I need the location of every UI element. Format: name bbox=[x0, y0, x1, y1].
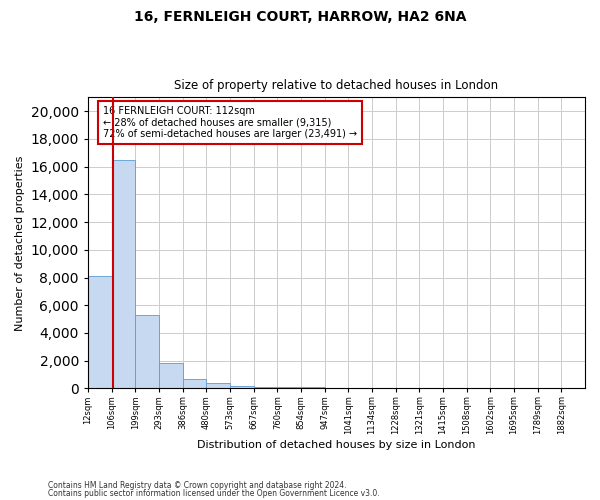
Text: 16 FERNLEIGH COURT: 112sqm
← 28% of detached houses are smaller (9,315)
72% of s: 16 FERNLEIGH COURT: 112sqm ← 28% of deta… bbox=[103, 106, 357, 140]
X-axis label: Distribution of detached houses by size in London: Distribution of detached houses by size … bbox=[197, 440, 476, 450]
Bar bbox=[230, 386, 254, 388]
Y-axis label: Number of detached properties: Number of detached properties bbox=[15, 155, 25, 330]
Bar bbox=[135, 315, 159, 388]
Bar bbox=[277, 387, 301, 388]
Text: 16, FERNLEIGH COURT, HARROW, HA2 6NA: 16, FERNLEIGH COURT, HARROW, HA2 6NA bbox=[134, 10, 466, 24]
Title: Size of property relative to detached houses in London: Size of property relative to detached ho… bbox=[175, 79, 499, 92]
Bar bbox=[206, 383, 230, 388]
Bar bbox=[112, 160, 135, 388]
Bar bbox=[254, 386, 277, 388]
Text: Contains HM Land Registry data © Crown copyright and database right 2024.: Contains HM Land Registry data © Crown c… bbox=[48, 481, 347, 490]
Bar bbox=[88, 276, 112, 388]
Text: Contains public sector information licensed under the Open Government Licence v3: Contains public sector information licen… bbox=[48, 488, 380, 498]
Bar bbox=[182, 378, 206, 388]
Bar bbox=[159, 364, 182, 388]
